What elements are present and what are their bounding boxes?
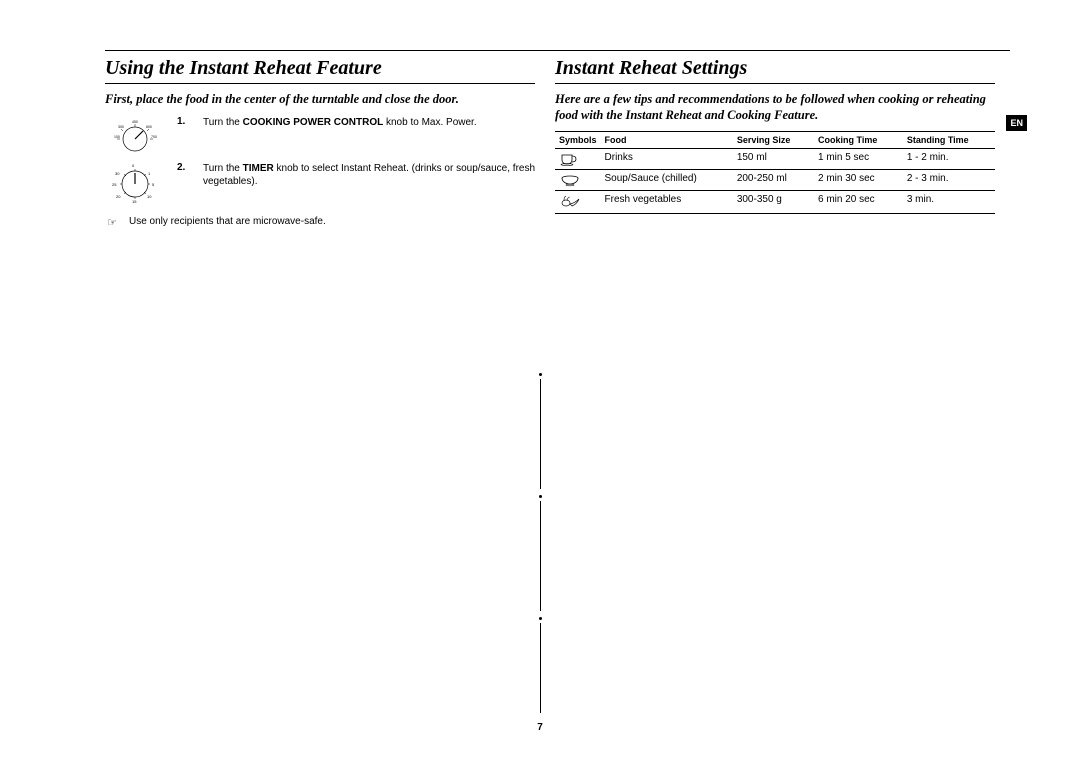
note-icon: ☞	[105, 216, 119, 229]
th-symbols: Symbols	[555, 132, 601, 149]
svg-text:20: 20	[116, 194, 121, 199]
language-tab: EN	[1006, 115, 1027, 131]
step-1: 100 300 450 600 700 1. Turn the COOKING …	[105, 116, 535, 156]
symbol-vegetables-icon	[555, 191, 601, 214]
cell-serving: 200-250 ml	[733, 170, 814, 191]
svg-text:300: 300	[118, 125, 124, 129]
cell-serving: 300-350 g	[733, 191, 814, 214]
cell-serving: 150 ml	[733, 149, 814, 170]
svg-text:10: 10	[147, 194, 152, 199]
table-row: Drinks 150 ml 1 min 5 sec 1 - 2 min.	[555, 149, 995, 170]
cell-food: Soup/Sauce (chilled)	[601, 170, 733, 191]
step-2: 0 1 5 10 15 20 25 30 2. Turn the TIMER k…	[105, 162, 535, 202]
symbol-bowl-icon	[555, 170, 601, 191]
step-pre: Turn the	[203, 117, 243, 128]
svg-text:100: 100	[114, 135, 120, 139]
cell-cook: 1 min 5 sec	[814, 149, 903, 170]
cell-stand: 1 - 2 min.	[903, 149, 995, 170]
right-title: Instant Reheat Settings	[555, 55, 995, 83]
step-pre: Turn the	[203, 163, 243, 174]
step-post: knob to Max. Power.	[383, 117, 476, 128]
svg-text:700: 700	[151, 135, 157, 139]
svg-text:600: 600	[146, 125, 152, 129]
power-dial-icon: 100 300 450 600 700	[105, 116, 165, 156]
note-text: Use only recipients that are microwave-s…	[129, 216, 326, 227]
symbol-cup-icon	[555, 149, 601, 170]
cell-stand: 2 - 3 min.	[903, 170, 995, 191]
svg-text:1: 1	[148, 171, 151, 176]
step-text: Turn the TIMER knob to select Instant Re…	[203, 162, 535, 188]
cell-cook: 6 min 20 sec	[814, 191, 903, 214]
table-row: Fresh vegetables 300-350 g 6 min 20 sec …	[555, 191, 995, 214]
th-serving: Serving Size	[733, 132, 814, 149]
cell-food: Fresh vegetables	[601, 191, 733, 214]
cell-food: Drinks	[601, 149, 733, 170]
cell-cook: 2 min 30 sec	[814, 170, 903, 191]
th-standtime: Standing Time	[903, 132, 995, 149]
center-guide	[540, 370, 542, 703]
left-intro: First, place the food in the center of t…	[105, 92, 535, 108]
th-cooktime: Cooking Time	[814, 132, 903, 149]
right-intro: Here are a few tips and recommendations …	[555, 92, 995, 123]
svg-text:0: 0	[132, 163, 135, 168]
svg-text:5: 5	[152, 182, 155, 187]
svg-text:15: 15	[132, 199, 137, 204]
step-bold: TIMER	[243, 163, 274, 174]
step-number: 1.	[177, 116, 191, 127]
table-row: Soup/Sauce (chilled) 200-250 ml 2 min 30…	[555, 170, 995, 191]
step-bold: COOKING POWER CONTROL	[243, 117, 384, 128]
svg-text:30: 30	[115, 171, 120, 176]
left-title: Using the Instant Reheat Feature	[105, 55, 535, 83]
step-text: Turn the COOKING POWER CONTROL knob to M…	[203, 116, 477, 129]
table-header-row: Symbols Food Serving Size Cooking Time S…	[555, 132, 995, 149]
svg-text:25: 25	[112, 182, 117, 187]
th-food: Food	[601, 132, 733, 149]
left-column: Using the Instant Reheat Feature First, …	[105, 55, 535, 229]
step-number: 2.	[177, 162, 191, 173]
settings-table: Symbols Food Serving Size Cooking Time S…	[555, 131, 995, 214]
cell-stand: 3 min.	[903, 191, 995, 214]
right-column: Instant Reheat Settings Here are a few t…	[555, 55, 995, 229]
svg-text:450: 450	[132, 120, 138, 124]
note: ☞ Use only recipients that are microwave…	[105, 216, 535, 229]
page-number: 7	[0, 722, 1080, 733]
timer-dial-icon: 0 1 5 10 15 20 25 30	[105, 162, 165, 202]
